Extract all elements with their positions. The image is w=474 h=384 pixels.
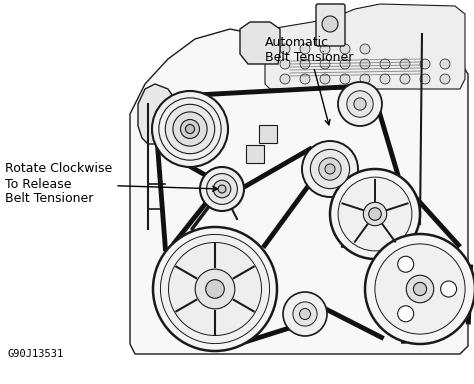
Circle shape	[280, 44, 290, 54]
Text: Automatic
Belt Tensioner: Automatic Belt Tensioner	[265, 36, 354, 125]
Circle shape	[320, 59, 330, 69]
Circle shape	[360, 74, 370, 84]
Circle shape	[207, 174, 237, 204]
Circle shape	[360, 59, 370, 69]
Circle shape	[310, 149, 350, 189]
Circle shape	[363, 202, 387, 226]
Polygon shape	[138, 84, 178, 144]
Circle shape	[441, 281, 456, 297]
Circle shape	[168, 243, 262, 336]
Circle shape	[340, 74, 350, 84]
Circle shape	[195, 269, 235, 309]
Circle shape	[340, 59, 350, 69]
Circle shape	[152, 91, 228, 167]
Circle shape	[380, 74, 390, 84]
Circle shape	[283, 292, 327, 336]
Circle shape	[360, 44, 370, 54]
Circle shape	[322, 16, 338, 32]
Circle shape	[200, 167, 244, 211]
Circle shape	[398, 306, 414, 322]
Circle shape	[153, 227, 277, 351]
Circle shape	[319, 158, 341, 180]
Circle shape	[340, 44, 350, 54]
Circle shape	[354, 98, 366, 110]
Circle shape	[280, 59, 290, 69]
Circle shape	[320, 74, 330, 84]
FancyBboxPatch shape	[259, 125, 277, 143]
Circle shape	[213, 180, 231, 198]
Circle shape	[338, 177, 412, 251]
Circle shape	[440, 59, 450, 69]
Circle shape	[325, 164, 335, 174]
Polygon shape	[240, 22, 280, 64]
Circle shape	[420, 59, 430, 69]
FancyBboxPatch shape	[246, 145, 264, 163]
Polygon shape	[130, 19, 468, 354]
Circle shape	[398, 256, 414, 272]
Circle shape	[280, 74, 290, 84]
Circle shape	[440, 74, 450, 84]
Circle shape	[330, 169, 420, 259]
Circle shape	[380, 59, 390, 69]
Circle shape	[400, 59, 410, 69]
Circle shape	[338, 82, 382, 126]
Circle shape	[173, 112, 207, 146]
Circle shape	[400, 74, 410, 84]
Circle shape	[293, 302, 317, 326]
Text: Rotate Clockwise
To Release
Belt Tensioner: Rotate Clockwise To Release Belt Tension…	[5, 162, 218, 205]
Circle shape	[347, 91, 373, 117]
Circle shape	[300, 308, 310, 319]
Circle shape	[420, 74, 430, 84]
Circle shape	[206, 280, 224, 298]
Circle shape	[159, 98, 221, 160]
Circle shape	[369, 208, 381, 220]
Circle shape	[300, 59, 310, 69]
Circle shape	[300, 74, 310, 84]
Circle shape	[165, 104, 215, 154]
Text: G90J13531: G90J13531	[8, 349, 64, 359]
Circle shape	[185, 124, 194, 134]
Circle shape	[413, 282, 427, 296]
Circle shape	[375, 244, 465, 334]
Circle shape	[218, 185, 226, 193]
Circle shape	[300, 44, 310, 54]
Circle shape	[320, 44, 330, 54]
Circle shape	[365, 234, 474, 344]
FancyBboxPatch shape	[316, 4, 345, 46]
Circle shape	[181, 119, 200, 139]
Circle shape	[302, 141, 358, 197]
Circle shape	[160, 235, 270, 344]
Polygon shape	[265, 4, 465, 89]
Circle shape	[406, 275, 434, 303]
